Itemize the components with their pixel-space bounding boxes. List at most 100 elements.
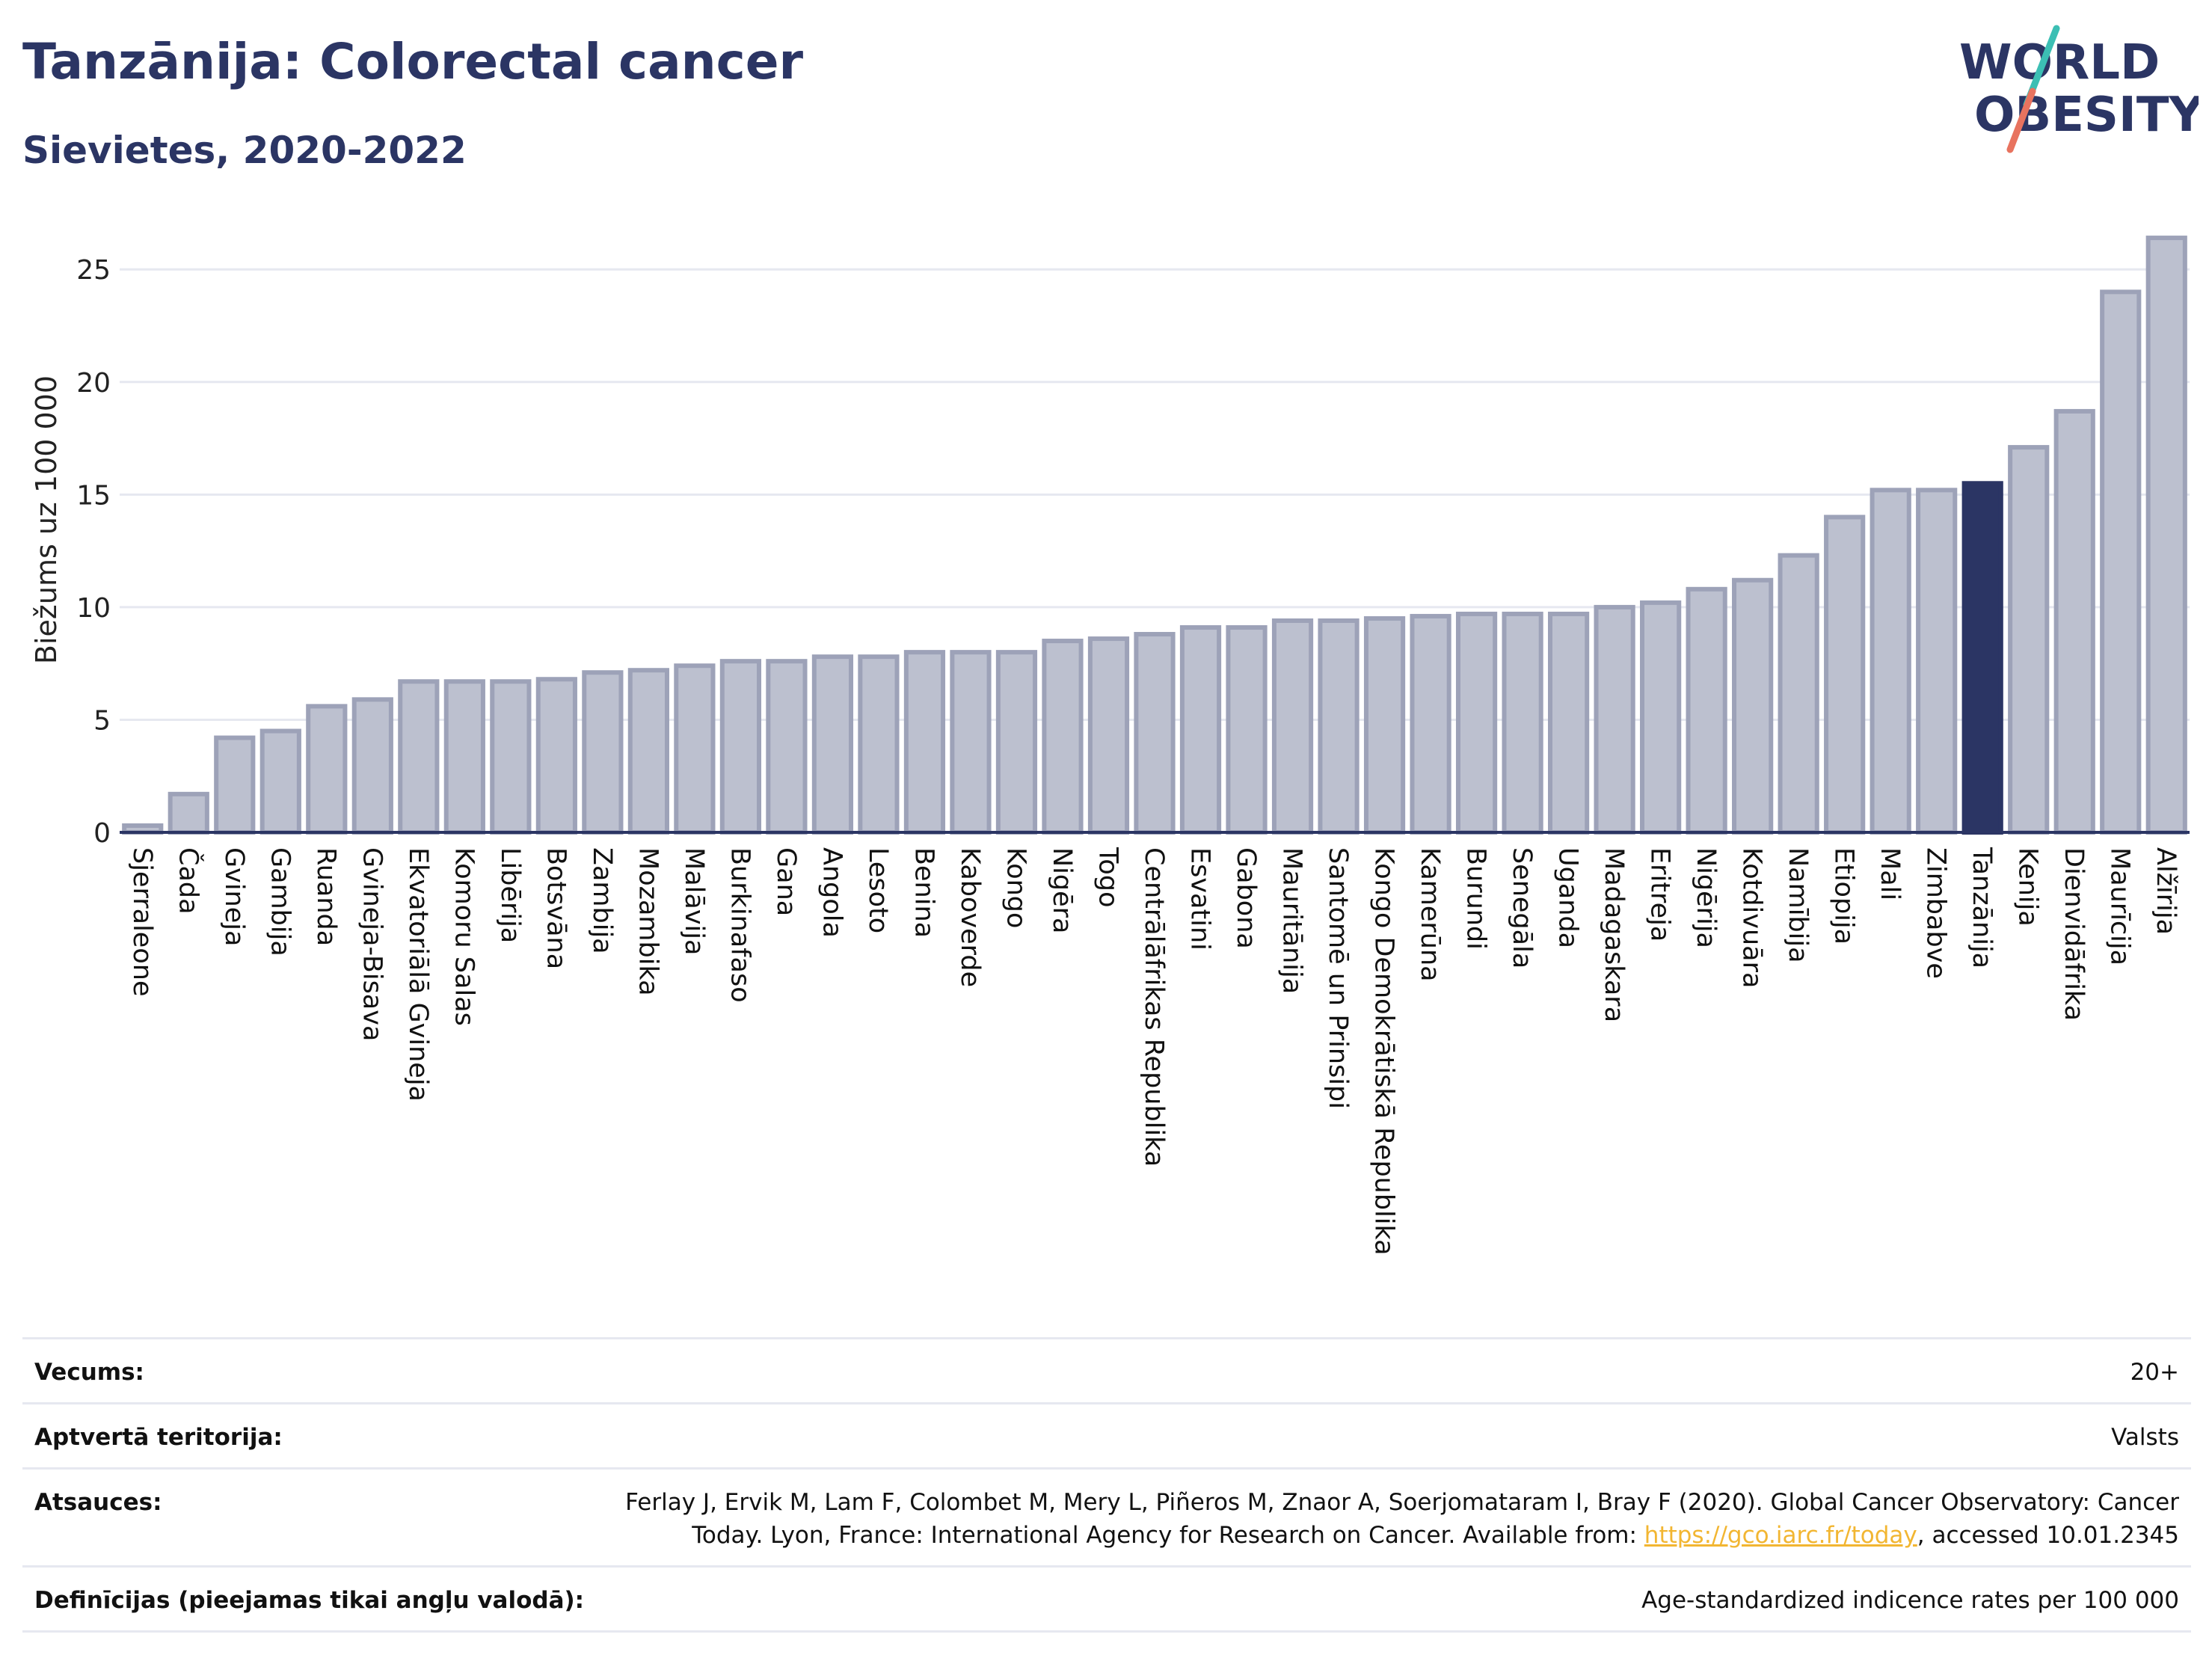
x-tick-label: Kamerūna [1415, 847, 1445, 982]
logo-slash-coral [2006, 87, 2036, 153]
bar-country [1271, 618, 1314, 835]
bar-country [1778, 553, 1819, 835]
references-label: Atsauces: [34, 1489, 162, 1516]
x-tick-label: Madagaskara [1599, 847, 1629, 1022]
x-tick-label: Namībija [1783, 847, 1813, 963]
x-tick-label: Uganda [1553, 847, 1583, 948]
bar-country [1824, 515, 1866, 835]
bar-country [766, 659, 808, 835]
x-tick-label: Komoru Salas [449, 847, 479, 1026]
bar-country [995, 650, 1038, 835]
y-tick-label: 25 [76, 255, 111, 286]
bar-country [1134, 632, 1176, 835]
x-tick-label: Burundi [1461, 847, 1491, 950]
definitions-value: Age-standardized indicence rates per 100… [1641, 1587, 2179, 1614]
x-tick-label: Angola [817, 847, 847, 938]
bar-country [1318, 618, 1360, 835]
bar-country [674, 663, 716, 835]
logo-text-obesity: OBESITY [1974, 87, 2199, 143]
bar-country [2053, 408, 2095, 835]
bar-country [306, 704, 348, 835]
info-row-coverage: Aptvertā teritorija: Valsts [22, 1402, 2191, 1467]
info-row-age: Vecums: 20+ [22, 1337, 2191, 1402]
x-tick-label: Zimbabve [1921, 847, 1951, 979]
info-row-references: Atsauces: Ferlay J, Ervik M, Lam F, Colo… [22, 1467, 2191, 1565]
bar-chart: 0 5 10 15 20 25 Sjerraleone Čada Gvineja Gambija R… [30, 236, 2190, 1256]
bar-country [1226, 624, 1268, 835]
bar-country [1916, 488, 1958, 835]
x-tick-label: Nigēra [1047, 847, 1077, 934]
bar-country [1363, 615, 1406, 835]
x-tick-label: Tanzānija [1967, 847, 1997, 968]
bar-country [1870, 488, 1911, 835]
bar-country [490, 679, 532, 835]
bar-country [214, 735, 256, 835]
x-tick-label: Santomē un Prinsipi [1323, 847, 1353, 1109]
x-tick-label: Zambija [587, 847, 617, 954]
x-tick-label: Nigērija [1691, 847, 1721, 948]
x-tick-label: Mozambika [633, 847, 663, 996]
x-tick-label: Sjerraleone [127, 847, 157, 996]
bar-country [950, 650, 992, 835]
x-tick-label: Mauritānija [1277, 847, 1307, 994]
x-tick-label: Etiopija [1829, 847, 1859, 945]
x-tick-label: Gvineja [219, 847, 249, 946]
x-tick-label: Burkinafaso [725, 847, 755, 1003]
y-tick-label: 15 [76, 480, 111, 511]
x-tick-label: Esvatini [1185, 847, 1215, 951]
bar-country [1410, 613, 1451, 835]
x-tick-label: Čada [173, 847, 204, 915]
bar-country [1502, 611, 1543, 835]
x-tick-label: Senegāla [1507, 847, 1537, 968]
world-obesity-logo: WORLD OBESITY [1959, 25, 2199, 153]
y-axis-label: Biežums uz 100 000 [30, 375, 63, 664]
x-tick-label: Botsvāna [541, 847, 571, 969]
bar-country [2145, 236, 2187, 835]
bar-country [443, 679, 485, 835]
x-tick-label: Kongo [1001, 847, 1030, 928]
references-line1: Ferlay J, Ervik M, Lam F, Colombet M, Me… [625, 1489, 2179, 1516]
references-link[interactable]: https://gco.iarc.fr/today [1644, 1522, 1917, 1549]
bar-highlight [1961, 481, 2003, 835]
bar-country [1547, 611, 1590, 835]
x-tick-label: Eritreja [1645, 847, 1675, 942]
bar-country [1179, 624, 1222, 835]
x-tick-label: Alžīrija [2151, 847, 2181, 935]
age-value: 20+ [2130, 1359, 2179, 1386]
references-value: Ferlay J, Ervik M, Lam F, Colombet M, Me… [625, 1486, 2179, 1552]
info-table: Vecums: 20+ Aptvertā teritorija: Valsts … [22, 1337, 2191, 1633]
bar-country [398, 679, 440, 835]
x-tick-label: Kenija [2013, 847, 2043, 927]
x-tick-label: Ekvatoriālā Gvineja [403, 847, 433, 1102]
x-tick-label: Lesoto [863, 847, 893, 933]
bar-country [582, 670, 624, 835]
bar-country [1732, 577, 1774, 835]
bar-country [719, 659, 762, 835]
age-label: Vecums: [34, 1359, 144, 1386]
bar-country [2008, 445, 2050, 835]
x-tick-label: Maurīcija [2105, 847, 2135, 965]
x-tick-label: Mali [1875, 847, 1905, 900]
bar-country [259, 728, 301, 835]
logo-text-world: WORLD [1959, 35, 2160, 90]
bar-country [1455, 611, 1498, 835]
bar-country [1087, 636, 1130, 835]
x-tick-label: Centrālāfrikas Republika [1139, 847, 1169, 1167]
x-tick-label: Gambija [265, 847, 295, 957]
bar-country [1042, 639, 1084, 835]
coverage-label: Aptvertā teritorija: [34, 1424, 283, 1451]
definitions-label: Definīcijas (pieejamas tikai angļu valod… [34, 1587, 585, 1614]
x-tick-label: Togo [1093, 847, 1122, 907]
x-tick-label: Ruanda [311, 847, 341, 946]
bar-country [627, 668, 669, 835]
bar-country [903, 650, 946, 835]
references-line2-post: , accessed 10.01.2345 [1917, 1522, 2179, 1549]
y-tick-label: 0 [93, 818, 111, 849]
bar-country [858, 654, 900, 835]
x-tick-label: Benina [909, 847, 938, 938]
bar-country [811, 654, 854, 835]
x-tick-label: Kotdivuāra [1737, 847, 1767, 988]
bar-country [535, 677, 577, 835]
bar-country [2100, 289, 2142, 835]
page-title: Tanzānija: Colorectal cancer [22, 33, 804, 90]
